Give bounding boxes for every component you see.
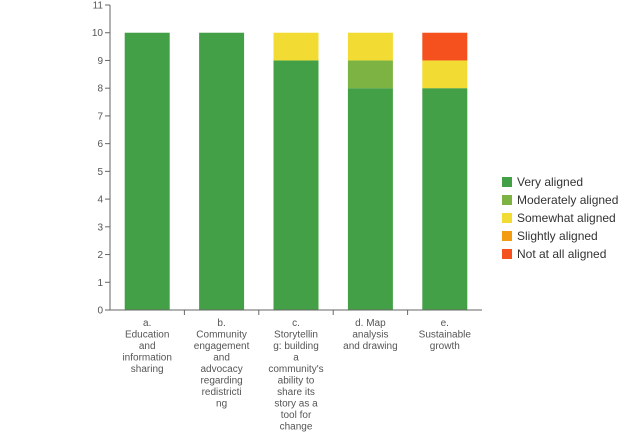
bar-segment-very-aligned [273,60,319,310]
y-tick-label: 8 [97,84,103,95]
bar-segment-very-aligned [422,88,468,310]
x-category-label-line: d. Map [355,318,386,329]
x-category-label-line: growth [430,341,460,352]
x-category-label-line: advocacy [200,364,242,375]
legend-label: Somewhat aligned [517,211,616,225]
legend-swatch [502,213,512,223]
legend-swatch [502,195,512,205]
x-category-label-line: ability to [278,376,315,387]
legend-swatch [502,231,512,241]
x-category-label-line: engagement [194,341,250,352]
x-category-label: b. Community engagement and advocacy regardin… [194,318,250,410]
x-category-label-line: b. [217,318,225,329]
legend-label: Moderately aligned [517,193,619,207]
x-category-label-line: redistricti [202,387,242,398]
legend-item: Slightly aligned [502,227,618,245]
x-category-label-line: tool for [281,410,312,421]
bar-segment-very-aligned [124,32,170,311]
x-category-label-line: a. [143,318,151,329]
x-category-label-line: sharing [131,364,164,375]
bar-segment-somewhat-aligned [422,60,468,89]
y-tick-label: 10 [92,28,104,39]
legend-item: Moderately aligned [502,191,618,209]
x-category-label: e. Sustainable growth [419,318,472,352]
y-axis: 0 1 2 3 4 5 6 7 8 9 10 11 [92,1,111,317]
chart-legend: Very aligned Moderately aligned Somewhat a… [502,173,618,263]
y-tick-label: 9 [97,56,103,67]
y-tick-label: 1 [97,278,103,289]
bar-segment-not-at-all-aligned [422,32,468,61]
x-category-label-line: share its [277,387,315,398]
y-tick-label: 3 [97,222,103,233]
bar-segment-very-aligned [199,32,245,311]
legend-label: Slightly aligned [517,229,598,243]
legend-label: Not at all aligned [517,247,607,261]
y-tick-label: 4 [97,195,103,206]
x-category-label-line: regarding [200,376,242,387]
x-category-label-line: change [280,422,313,433]
x-category-label-line: g: building [273,341,319,352]
x-category-label-line: ng [216,399,227,410]
x-category-label-line: information [122,353,171,364]
y-tick-label: 11 [93,1,104,12]
x-category-label-line: and drawing [343,341,397,352]
y-tick-label: 5 [97,167,103,178]
y-tick-label: 2 [97,250,103,261]
x-category-label-line: a [293,353,299,364]
x-category-label-line: and [213,353,230,364]
legend-swatch [502,177,512,187]
bar-segment-moderately-aligned [347,60,393,89]
x-category-label-line: community's [268,364,323,375]
bar-segment-somewhat-aligned [273,32,319,61]
x-category-label-line: c. [292,318,300,329]
x-category-label-line: story as a [274,399,318,410]
x-category-label-line: and [139,341,156,352]
bar-segment-somewhat-aligned [347,32,393,61]
legend-item: Very aligned [502,173,618,191]
bar-segment-very-aligned [347,88,393,310]
bars-group [124,32,468,311]
x-category-label-line: Community [196,330,247,341]
y-tick-label: 6 [97,139,103,150]
x-category-label-line: Education [125,330,169,341]
legend-item: Somewhat aligned [502,209,618,227]
x-category-label: c. Storytellin g: building a community's abil… [268,318,323,433]
x-category-label: d. Map analysis and drawing [343,318,397,352]
x-category-label-line: e. [441,318,449,329]
legend-label: Very aligned [517,175,584,189]
legend-item: Not at all aligned [502,245,618,263]
x-category-label: a. Education and information sharing [122,318,171,375]
x-category-label-line: Sustainable [419,330,472,341]
x-category-label-line: Storytellin [274,330,318,341]
y-tick-label: 7 [97,111,103,122]
y-tick-label: 0 [97,306,103,317]
x-category-label-line: analysis [352,330,388,341]
legend-swatch [502,249,512,259]
